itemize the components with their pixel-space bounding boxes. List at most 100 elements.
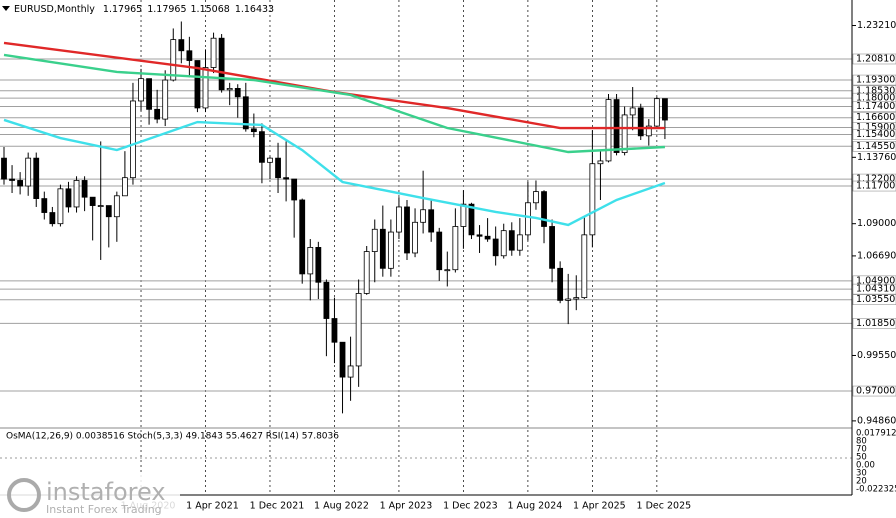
x-tick-label: 1 Aug 2024 xyxy=(507,501,562,512)
level-label-box xyxy=(852,385,896,397)
candle-body xyxy=(476,234,483,237)
x-tick-label: 1 Aug 2022 xyxy=(314,501,369,512)
y-tick-label: 1.13760 xyxy=(857,152,896,163)
candle-body xyxy=(9,178,15,181)
chart-header: EURUSD,Monthly 1.17965 1.17965 1.15068 1.164… xyxy=(14,4,274,15)
y-tick-label: 0.94860 xyxy=(857,415,896,426)
level-label: 1.11700 xyxy=(856,181,895,192)
candle-body xyxy=(186,50,193,61)
candle-body xyxy=(581,234,588,299)
candle-body xyxy=(420,209,427,223)
candle-body xyxy=(428,209,435,233)
oscillator-label: 20 xyxy=(856,477,867,487)
candle-body xyxy=(412,221,418,254)
candle-body xyxy=(339,341,346,378)
level-label: 1.18000 xyxy=(856,93,895,104)
candle-body xyxy=(662,98,668,121)
watermark: instaforex Instant Forex Trading xyxy=(0,472,180,518)
oscillator-label: 0.0179123 xyxy=(856,429,896,439)
y-tick-label: 1.23210 xyxy=(857,20,896,31)
candle-body xyxy=(525,202,531,236)
candle-body xyxy=(508,230,515,251)
level-label: 1.17400 xyxy=(856,101,895,112)
candle-body xyxy=(283,177,290,180)
y-tick-label: 1.09000 xyxy=(857,218,896,229)
candle-body xyxy=(259,131,265,163)
x-tick-label: 1 Dec 2023 xyxy=(443,501,498,512)
candle-body xyxy=(226,88,233,91)
candle-body xyxy=(17,180,24,187)
x-tick-label: 1 Apr 2021 xyxy=(186,501,239,512)
candle-body xyxy=(170,39,177,81)
candle-body xyxy=(541,191,547,227)
candle-body xyxy=(33,157,40,199)
candle-body xyxy=(645,125,652,137)
candle-body xyxy=(387,231,394,269)
candle-body xyxy=(162,79,169,120)
level-label-box xyxy=(852,101,896,112)
candle-body xyxy=(275,157,281,179)
menu-arrow[interactable] xyxy=(2,6,10,11)
candle-body xyxy=(371,228,378,252)
candle-body xyxy=(605,99,612,162)
levels xyxy=(0,58,852,392)
watermark-tagline: Instant Forex Trading xyxy=(46,503,162,516)
candle-body xyxy=(250,128,257,133)
candle-body xyxy=(89,196,96,206)
level-label: 1.04900 xyxy=(856,275,895,286)
level-label: 1.15400 xyxy=(856,129,895,140)
level-label: 1.04310 xyxy=(856,284,895,295)
candle-body xyxy=(41,198,48,213)
level-label-box xyxy=(852,129,896,140)
candle-body xyxy=(81,180,88,198)
level-label-box xyxy=(852,180,896,192)
candle-body xyxy=(291,178,298,201)
level-label: 1.18530 xyxy=(856,85,895,96)
y-tick-label: 0.99550 xyxy=(857,350,896,361)
candle-body xyxy=(355,293,362,367)
candle-body xyxy=(492,238,499,257)
candle-body xyxy=(468,203,475,236)
candle-body xyxy=(444,269,451,272)
candle-body xyxy=(573,297,580,300)
level-label-box xyxy=(852,283,896,295)
level-label: 1.03550 xyxy=(856,294,895,305)
candle-body xyxy=(202,67,209,109)
candle-body xyxy=(105,205,112,218)
candle-body xyxy=(218,37,225,91)
x-tick-label: 1 Dec 2021 xyxy=(250,501,305,512)
candle-body xyxy=(138,78,144,102)
level-label: 1.19300 xyxy=(856,75,895,86)
candle-body xyxy=(613,99,620,153)
plot-area xyxy=(0,0,852,495)
candle-body xyxy=(653,98,660,127)
candle-body xyxy=(242,96,249,130)
level-label-box xyxy=(852,318,896,329)
candle-body xyxy=(25,157,32,187)
level-label-box xyxy=(852,74,896,86)
candle-body xyxy=(57,188,64,225)
candle-body xyxy=(516,234,523,251)
candle-body xyxy=(97,205,104,207)
candle-body xyxy=(533,191,539,204)
level-label: 1.01850 xyxy=(856,318,895,329)
level-label-box xyxy=(852,294,896,305)
candle-body xyxy=(307,247,314,275)
level-label: 1.20810 xyxy=(856,53,895,64)
level-label: 1.12200 xyxy=(856,174,895,185)
candle-body xyxy=(404,206,410,254)
candle-body xyxy=(113,195,120,218)
moving-averages xyxy=(3,41,666,227)
level-label: 1.14550 xyxy=(856,141,895,152)
moving-average xyxy=(3,41,665,130)
candle-body xyxy=(1,157,7,180)
candle-body xyxy=(549,226,555,269)
level-label: 1.16600 xyxy=(856,112,895,123)
candle-body xyxy=(65,188,72,208)
watermark-brand: instaforex xyxy=(46,478,166,506)
oscillator-label: -0.0223251 xyxy=(856,485,896,495)
candle-body xyxy=(130,100,136,179)
